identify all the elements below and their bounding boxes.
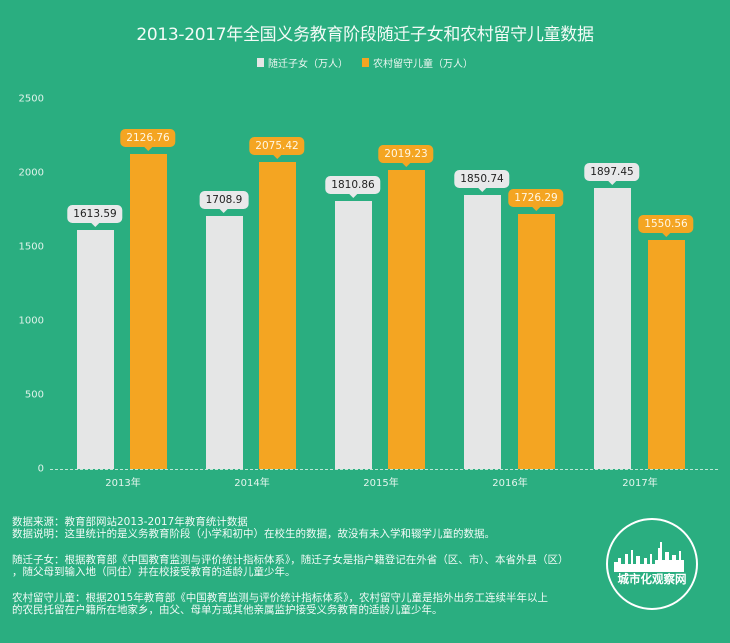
bar-migrant-2014[interactable]: [206, 216, 243, 469]
bar-migrant-2016[interactable]: [464, 195, 501, 469]
bar-chart: 2500 2000 1500 1000 500 0 1613.59 2126.7…: [18, 93, 718, 489]
value-label-left-behind-2015: 2019.23: [378, 145, 434, 167]
legend-label: 农村留守儿童（万人）: [373, 59, 473, 70]
y-tick: 0: [37, 463, 44, 475]
bar-migrant-2013[interactable]: [77, 230, 114, 469]
y-tick: 1000: [18, 315, 44, 327]
bar-migrant-2017[interactable]: [594, 188, 631, 469]
y-tick: 500: [24, 389, 44, 401]
legend: 随迁子女（万人） 农村留守儿童（万人）: [0, 55, 730, 70]
value-label-left-behind-2013: 2126.76: [120, 129, 176, 151]
legend-label: 随迁子女（万人）: [268, 59, 348, 70]
bar-left-behind-2017[interactable]: [648, 240, 685, 469]
legend-swatch-white: [257, 58, 264, 67]
value-label-left-behind-2017: 1550.56: [638, 215, 694, 237]
watermark-logo: 城市化观察网: [606, 518, 698, 610]
legend-item-migrant[interactable]: 随迁子女（万人）: [257, 55, 348, 70]
value-label-left-behind-2016: 1726.29: [508, 189, 564, 211]
note-migrant-definition-1: 随迁子女：根据教育部《中国教育监测与评价统计指标体系》，随迁子女是指户籍登记在外…: [12, 554, 569, 566]
x-tick: 2015年: [363, 478, 399, 489]
bar-left-behind-2016[interactable]: [518, 214, 555, 469]
city-skyline-icon: [614, 542, 684, 572]
legend-item-left-behind[interactable]: 农村留守儿童（万人）: [362, 55, 473, 70]
value-label-left-behind-2014: 2075.42: [249, 137, 305, 159]
x-tick: 2013年: [105, 478, 141, 489]
y-tick: 2500: [18, 93, 44, 105]
x-tick: 2014年: [234, 478, 270, 489]
bar-left-behind-2013[interactable]: [130, 154, 167, 469]
note-left-behind-definition-1: 农村留守儿童：根据2015年教育部《中国教育监测与评价统计指标体系》，农村留守儿…: [12, 592, 548, 604]
value-label-migrant-2016: 1850.74: [454, 170, 510, 192]
x-tick: 2016年: [492, 478, 528, 489]
note-explanation: 数据说明：这里统计的是义务教育阶段（小学和初中）在校生的数据，故没有未入学和辍学…: [12, 528, 495, 540]
note-left-behind-definition-2: 的农民托留在户籍所在地家乡，由父、母单方或其他亲属监护接受义务教育的适龄儿童少年…: [12, 604, 443, 616]
value-label-migrant-2015: 1810.86: [325, 176, 381, 198]
bar-left-behind-2015[interactable]: [388, 170, 425, 469]
bar-left-behind-2014[interactable]: [259, 162, 296, 469]
x-axis-line: [50, 469, 718, 470]
y-tick: 2000: [18, 167, 44, 179]
note-source: 数据来源：教育部网站2013-2017年教育统计数据: [12, 516, 248, 528]
note-migrant-definition-2: ，随父母到输入地（同住）并在校接受教育的适龄儿童少年。: [12, 566, 296, 578]
value-label-migrant-2014: 1708.9: [199, 191, 249, 213]
bar-migrant-2015[interactable]: [335, 201, 372, 469]
x-tick: 2017年: [622, 478, 658, 489]
legend-swatch-orange: [362, 58, 369, 67]
y-tick: 1500: [18, 241, 44, 253]
watermark-text: 城市化观察网: [617, 572, 687, 586]
value-label-migrant-2013: 1613.59: [67, 205, 123, 227]
value-label-migrant-2017: 1897.45: [584, 163, 640, 185]
chart-title: 2013-2017年全国义务教育阶段随迁子女和农村留守儿童数据: [136, 25, 594, 45]
notes: 数据来源：教育部网站2013-2017年教育统计数据 数据说明：这里统计的是义务…: [12, 516, 612, 616]
